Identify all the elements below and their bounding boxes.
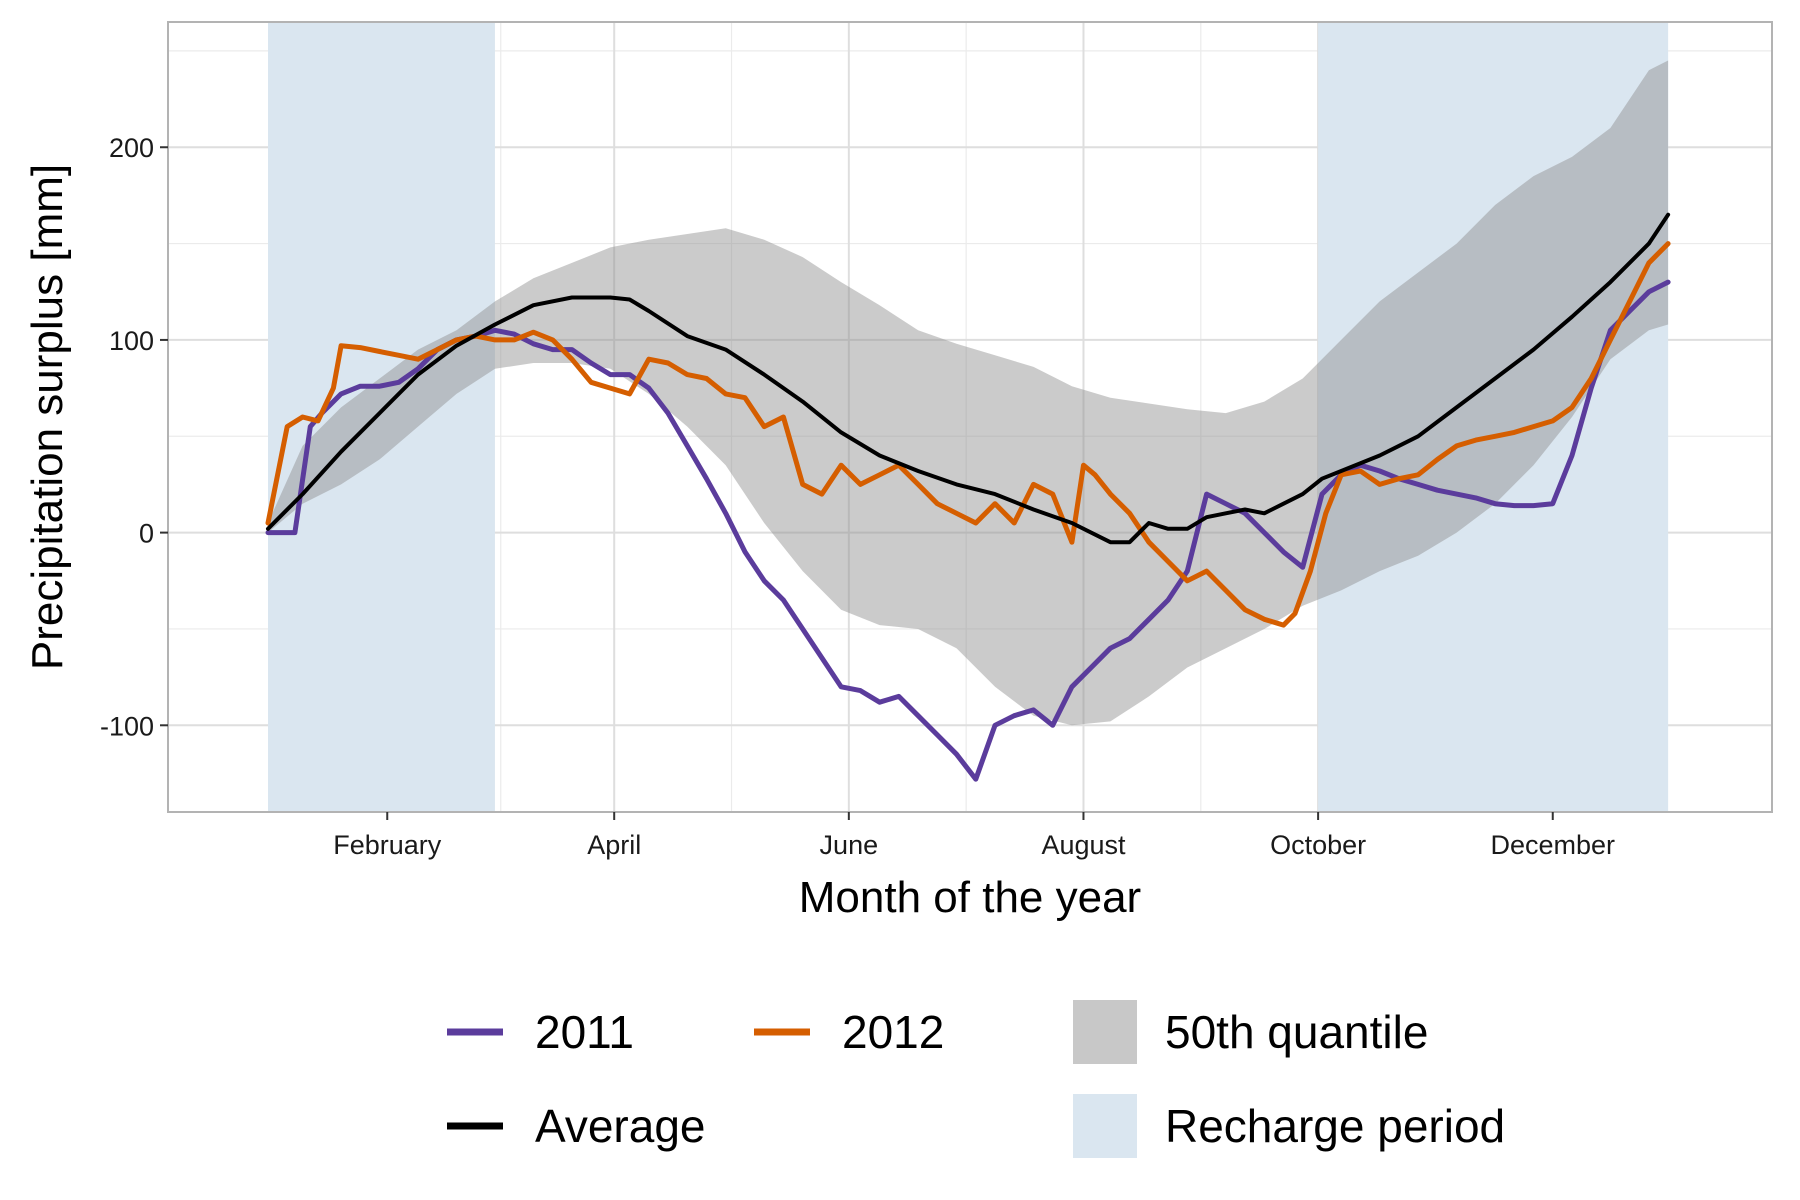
legend-label: 2012 (842, 1006, 944, 1058)
plot-panel-border (167, 21, 1773, 813)
legend-label: 2011 (535, 1006, 634, 1058)
y-tick-label: -100 (100, 711, 154, 741)
legend-label: Recharge period (1165, 1100, 1505, 1152)
x-tick-label: August (1041, 830, 1126, 860)
series-line-average (266, 212, 1671, 545)
x-axis: February April June August October December (333, 812, 1615, 860)
x-tick-label: December (1490, 830, 1615, 860)
y-tick-label: 0 (139, 519, 154, 549)
y-tick-label: 100 (109, 326, 154, 356)
y-axis-title: Precipitation surplus [mm] (23, 164, 72, 670)
legend-item-50th-quantile: 50th quantile (1073, 1000, 1428, 1064)
x-tick-label: October (1270, 830, 1366, 860)
recharge-period-band (1318, 22, 1669, 812)
legend-key-swatch (1073, 1000, 1137, 1064)
y-tick-label: 200 (109, 133, 154, 163)
legend-item-2012: 2012 (754, 1006, 944, 1058)
series-lines (265, 212, 1671, 782)
x-axis-title: Month of the year (799, 873, 1141, 922)
legend-item-average: Average (447, 1100, 706, 1152)
legend: 2011 2012 Average 50th quantile Recharge per… (447, 1000, 1505, 1158)
x-tick-label: June (820, 830, 879, 860)
legend-item-2011: 2011 (447, 1006, 634, 1058)
legend-item-recharge-period: Recharge period (1073, 1094, 1505, 1158)
legend-label: 50th quantile (1165, 1006, 1428, 1058)
quantile-band-layer (268, 60, 1669, 726)
series-line-2011 (265, 279, 1671, 782)
x-tick-label: April (587, 830, 641, 860)
legend-label: Average (535, 1100, 706, 1152)
y-axis: -100 0 100 200 (100, 133, 168, 741)
x-tick-label: February (333, 830, 442, 860)
quantile-band (268, 60, 1669, 726)
legend-key-swatch (1073, 1094, 1137, 1158)
